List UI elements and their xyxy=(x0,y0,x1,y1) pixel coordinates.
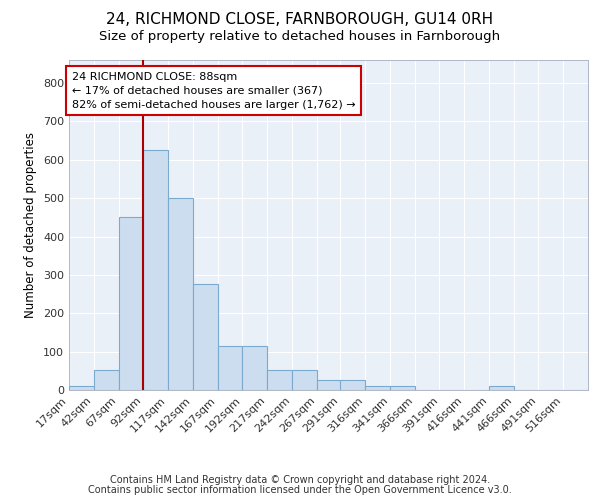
Text: 24 RICHMOND CLOSE: 88sqm
← 17% of detached houses are smaller (367)
82% of semi-: 24 RICHMOND CLOSE: 88sqm ← 17% of detach… xyxy=(72,72,356,110)
Bar xyxy=(193,284,218,390)
Text: Contains HM Land Registry data © Crown copyright and database right 2024.: Contains HM Land Registry data © Crown c… xyxy=(110,475,490,485)
Text: 24, RICHMOND CLOSE, FARNBOROUGH, GU14 0RH: 24, RICHMOND CLOSE, FARNBOROUGH, GU14 0R… xyxy=(106,12,494,28)
Bar xyxy=(168,198,193,390)
Bar xyxy=(267,370,292,390)
Bar xyxy=(119,218,143,390)
Bar xyxy=(292,370,317,390)
Y-axis label: Number of detached properties: Number of detached properties xyxy=(25,132,37,318)
Bar xyxy=(94,370,119,390)
Bar xyxy=(390,386,415,390)
Bar xyxy=(317,380,341,390)
Bar xyxy=(69,386,94,390)
Bar xyxy=(489,386,514,390)
Bar xyxy=(242,346,267,390)
Bar xyxy=(365,386,390,390)
Bar xyxy=(340,380,365,390)
Text: Size of property relative to detached houses in Farnborough: Size of property relative to detached ho… xyxy=(100,30,500,43)
Bar xyxy=(218,346,242,390)
Text: Contains public sector information licensed under the Open Government Licence v3: Contains public sector information licen… xyxy=(88,485,512,495)
Bar xyxy=(143,150,168,390)
